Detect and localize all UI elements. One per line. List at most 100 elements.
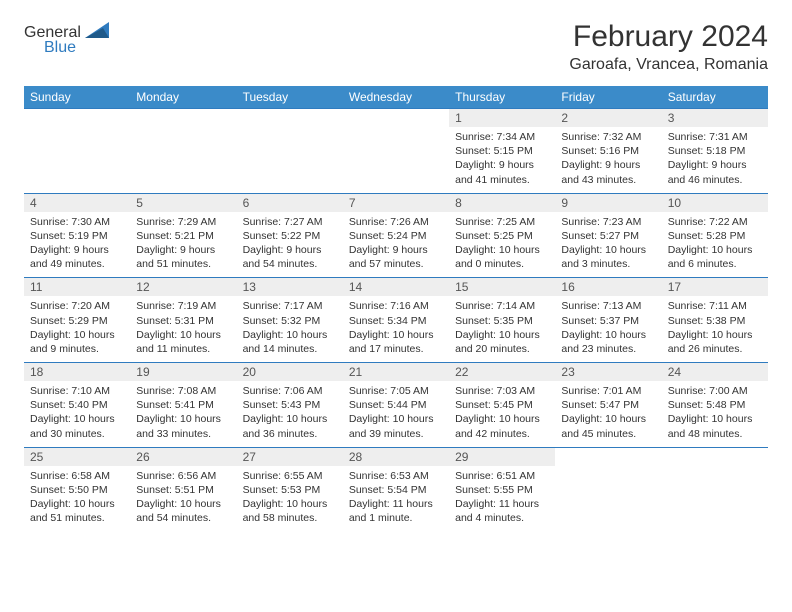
day-content-cell: Sunrise: 7:01 AMSunset: 5:47 PMDaylight:… bbox=[555, 381, 661, 447]
sunrise-line: Sunrise: 7:17 AM bbox=[243, 299, 337, 313]
logo-text-blue: Blue bbox=[44, 39, 76, 57]
sunrise-line: Sunrise: 7:26 AM bbox=[349, 215, 443, 229]
day-content-cell: Sunrise: 7:26 AMSunset: 5:24 PMDaylight:… bbox=[343, 212, 449, 278]
day-content-cell: Sunrise: 7:06 AMSunset: 5:43 PMDaylight:… bbox=[237, 381, 343, 447]
weekday-header: Thursday bbox=[449, 86, 555, 109]
day-number-cell bbox=[130, 109, 236, 128]
day-content-cell bbox=[343, 127, 449, 193]
daylight-line: Daylight: 9 hours and 49 minutes. bbox=[30, 243, 124, 271]
sunset-line: Sunset: 5:19 PM bbox=[30, 229, 124, 243]
day-number-row: 2526272829 bbox=[24, 447, 768, 466]
day-content-cell bbox=[555, 466, 661, 532]
day-number-row: 18192021222324 bbox=[24, 363, 768, 382]
calendar-body: 123Sunrise: 7:34 AMSunset: 5:15 PMDaylig… bbox=[24, 109, 768, 532]
day-number-cell: 15 bbox=[449, 278, 555, 297]
sunrise-line: Sunrise: 7:16 AM bbox=[349, 299, 443, 313]
daylight-line: Daylight: 10 hours and 11 minutes. bbox=[136, 328, 230, 356]
day-number-cell: 14 bbox=[343, 278, 449, 297]
day-number-cell: 18 bbox=[24, 363, 130, 382]
day-number-row: 45678910 bbox=[24, 193, 768, 212]
day-content-cell bbox=[662, 466, 768, 532]
logo: General Blue bbox=[24, 20, 111, 57]
sunrise-line: Sunrise: 7:05 AM bbox=[349, 384, 443, 398]
sunrise-line: Sunrise: 6:55 AM bbox=[243, 469, 337, 483]
sunset-line: Sunset: 5:32 PM bbox=[243, 314, 337, 328]
sunset-line: Sunset: 5:53 PM bbox=[243, 483, 337, 497]
day-content-cell bbox=[237, 127, 343, 193]
daylight-line: Daylight: 10 hours and 39 minutes. bbox=[349, 412, 443, 440]
day-number-cell bbox=[555, 447, 661, 466]
day-content-cell: Sunrise: 7:32 AMSunset: 5:16 PMDaylight:… bbox=[555, 127, 661, 193]
header: General Blue February 2024 Garoafa, Vran… bbox=[24, 20, 768, 74]
sunrise-line: Sunrise: 7:29 AM bbox=[136, 215, 230, 229]
calendar-head: SundayMondayTuesdayWednesdayThursdayFrid… bbox=[24, 86, 768, 109]
sunrise-line: Sunrise: 7:34 AM bbox=[455, 130, 549, 144]
day-content-row: Sunrise: 7:10 AMSunset: 5:40 PMDaylight:… bbox=[24, 381, 768, 447]
daylight-line: Daylight: 9 hours and 43 minutes. bbox=[561, 158, 655, 186]
day-content-row: Sunrise: 7:20 AMSunset: 5:29 PMDaylight:… bbox=[24, 296, 768, 362]
day-number-cell: 4 bbox=[24, 193, 130, 212]
sunrise-line: Sunrise: 6:56 AM bbox=[136, 469, 230, 483]
day-number-cell bbox=[24, 109, 130, 128]
sunset-line: Sunset: 5:18 PM bbox=[668, 144, 762, 158]
logo-triangle-icon bbox=[85, 20, 111, 45]
daylight-line: Daylight: 10 hours and 9 minutes. bbox=[30, 328, 124, 356]
day-number-cell bbox=[343, 109, 449, 128]
day-number-cell bbox=[237, 109, 343, 128]
day-content-cell: Sunrise: 7:08 AMSunset: 5:41 PMDaylight:… bbox=[130, 381, 236, 447]
sunrise-line: Sunrise: 7:25 AM bbox=[455, 215, 549, 229]
month-title: February 2024 bbox=[569, 20, 768, 54]
sunrise-line: Sunrise: 7:03 AM bbox=[455, 384, 549, 398]
day-number-cell: 13 bbox=[237, 278, 343, 297]
sunset-line: Sunset: 5:54 PM bbox=[349, 483, 443, 497]
sunrise-line: Sunrise: 7:22 AM bbox=[668, 215, 762, 229]
sunrise-line: Sunrise: 7:30 AM bbox=[30, 215, 124, 229]
daylight-line: Daylight: 10 hours and 42 minutes. bbox=[455, 412, 549, 440]
sunrise-line: Sunrise: 7:06 AM bbox=[243, 384, 337, 398]
day-content-cell: Sunrise: 6:56 AMSunset: 5:51 PMDaylight:… bbox=[130, 466, 236, 532]
day-number-cell: 11 bbox=[24, 278, 130, 297]
sunrise-line: Sunrise: 6:51 AM bbox=[455, 469, 549, 483]
day-content-cell: Sunrise: 7:34 AMSunset: 5:15 PMDaylight:… bbox=[449, 127, 555, 193]
day-content-cell: Sunrise: 7:13 AMSunset: 5:37 PMDaylight:… bbox=[555, 296, 661, 362]
day-number-cell: 19 bbox=[130, 363, 236, 382]
daylight-line: Daylight: 10 hours and 17 minutes. bbox=[349, 328, 443, 356]
sunrise-line: Sunrise: 6:58 AM bbox=[30, 469, 124, 483]
daylight-line: Daylight: 10 hours and 14 minutes. bbox=[243, 328, 337, 356]
day-content-cell: Sunrise: 6:51 AMSunset: 5:55 PMDaylight:… bbox=[449, 466, 555, 532]
sunrise-line: Sunrise: 7:19 AM bbox=[136, 299, 230, 313]
day-number-cell: 10 bbox=[662, 193, 768, 212]
day-content-cell: Sunrise: 7:03 AMSunset: 5:45 PMDaylight:… bbox=[449, 381, 555, 447]
day-content-cell: Sunrise: 6:55 AMSunset: 5:53 PMDaylight:… bbox=[237, 466, 343, 532]
weekday-header: Sunday bbox=[24, 86, 130, 109]
day-number-cell: 27 bbox=[237, 447, 343, 466]
day-number-cell: 28 bbox=[343, 447, 449, 466]
day-number-row: 11121314151617 bbox=[24, 278, 768, 297]
day-number-row: 123 bbox=[24, 109, 768, 128]
weekday-header: Friday bbox=[555, 86, 661, 109]
sunset-line: Sunset: 5:22 PM bbox=[243, 229, 337, 243]
title-block: February 2024 Garoafa, Vrancea, Romania bbox=[569, 20, 768, 74]
sunset-line: Sunset: 5:48 PM bbox=[668, 398, 762, 412]
day-number-cell: 3 bbox=[662, 109, 768, 128]
location: Garoafa, Vrancea, Romania bbox=[569, 56, 768, 74]
day-content-cell bbox=[130, 127, 236, 193]
day-content-cell: Sunrise: 7:25 AMSunset: 5:25 PMDaylight:… bbox=[449, 212, 555, 278]
sunset-line: Sunset: 5:45 PM bbox=[455, 398, 549, 412]
day-number-cell: 5 bbox=[130, 193, 236, 212]
daylight-line: Daylight: 9 hours and 41 minutes. bbox=[455, 158, 549, 186]
sunset-line: Sunset: 5:27 PM bbox=[561, 229, 655, 243]
day-number-cell: 21 bbox=[343, 363, 449, 382]
sunset-line: Sunset: 5:51 PM bbox=[136, 483, 230, 497]
daylight-line: Daylight: 10 hours and 0 minutes. bbox=[455, 243, 549, 271]
day-content-cell: Sunrise: 7:14 AMSunset: 5:35 PMDaylight:… bbox=[449, 296, 555, 362]
sunrise-line: Sunrise: 7:00 AM bbox=[668, 384, 762, 398]
daylight-line: Daylight: 10 hours and 26 minutes. bbox=[668, 328, 762, 356]
sunset-line: Sunset: 5:25 PM bbox=[455, 229, 549, 243]
sunset-line: Sunset: 5:44 PM bbox=[349, 398, 443, 412]
daylight-line: Daylight: 9 hours and 46 minutes. bbox=[668, 158, 762, 186]
weekday-header: Monday bbox=[130, 86, 236, 109]
day-number-cell: 6 bbox=[237, 193, 343, 212]
day-content-cell: Sunrise: 7:10 AMSunset: 5:40 PMDaylight:… bbox=[24, 381, 130, 447]
daylight-line: Daylight: 9 hours and 51 minutes. bbox=[136, 243, 230, 271]
